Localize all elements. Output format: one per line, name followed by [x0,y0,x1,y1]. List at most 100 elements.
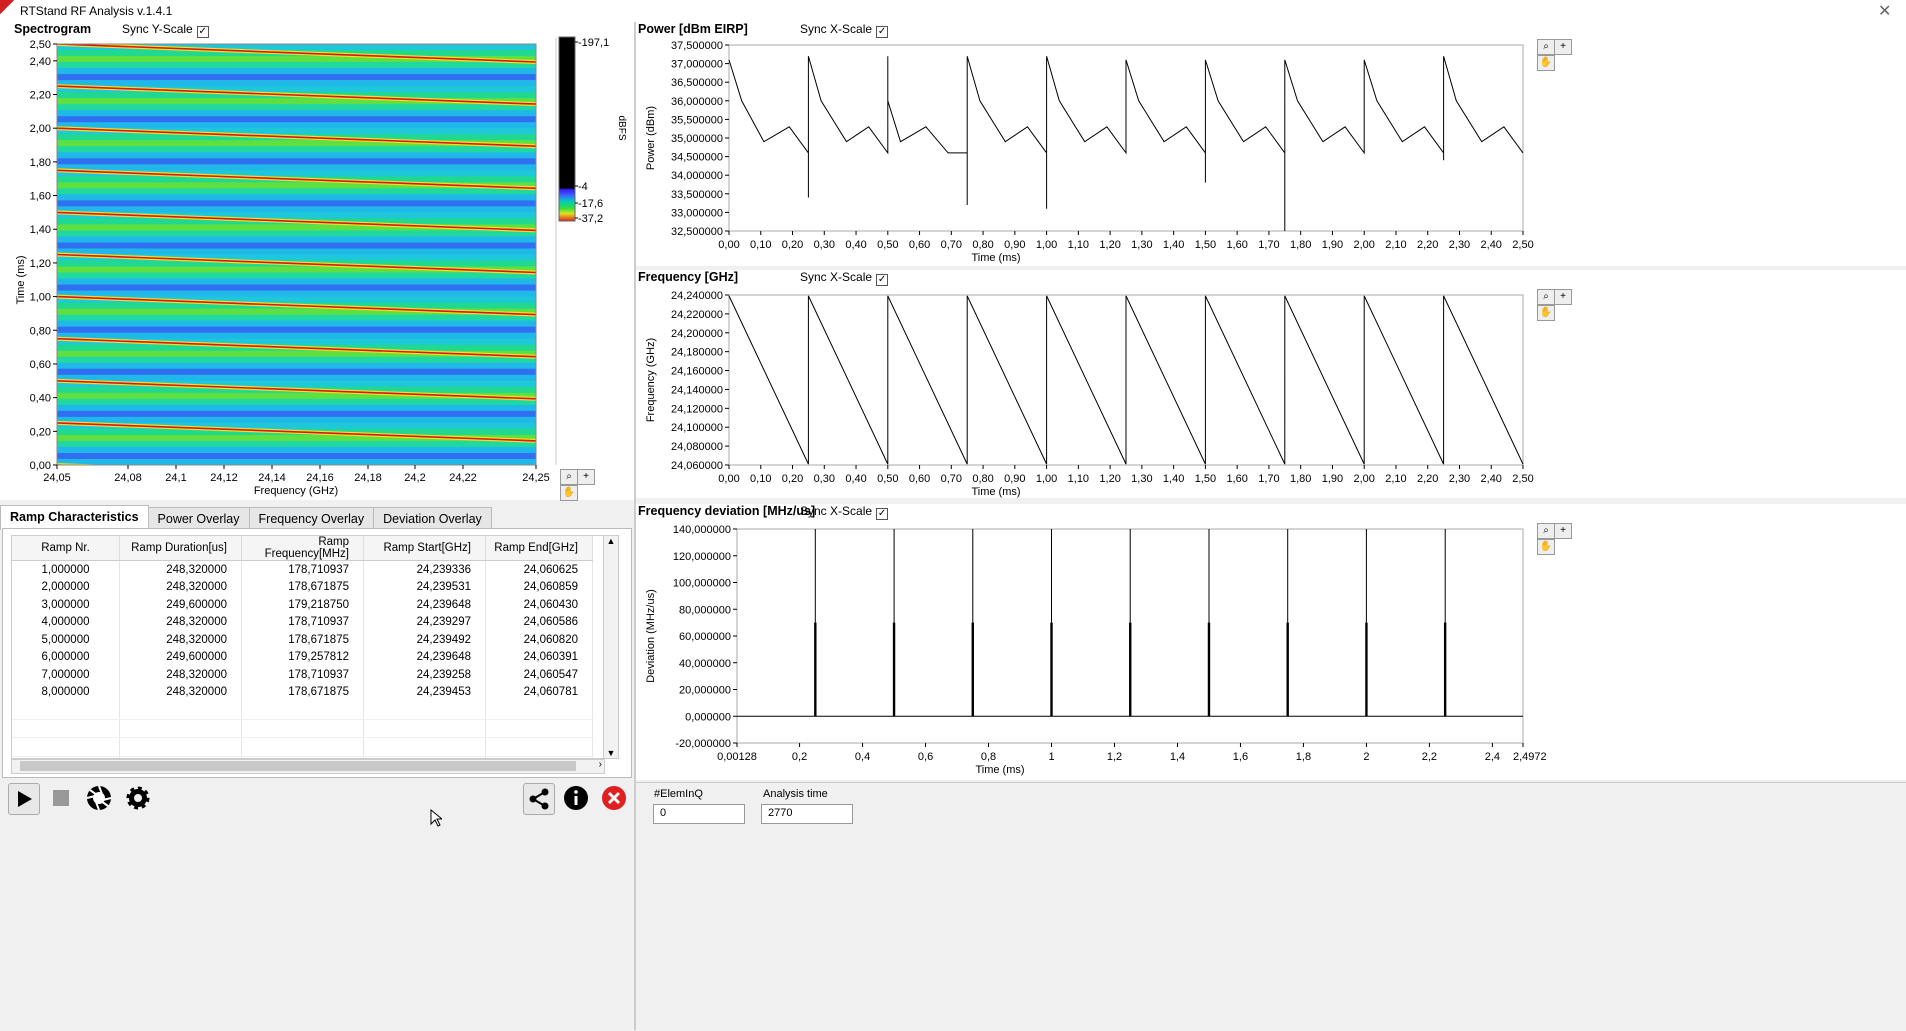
right-charts[interactable]: 37,500000 37,000000 36,500000 36,000000 35,5… [636,22,1906,782]
tab-ramp-characteristics[interactable]: Ramp Characteristics [0,505,149,530]
tab-content: Ramp Nr. Ramp Duration[us] Ramp Frequency[… [2,528,632,778]
horizontal-scroll-thumb[interactable] [20,761,576,771]
spectrogram-ramp [57,337,536,358]
snapshot-button[interactable] [84,783,114,813]
pan-hand-icon[interactable]: ✋ [560,485,578,501]
elem-in-q-field[interactable]: 0 [653,804,745,824]
deviation-ytick: 100,000000 [673,578,731,590]
table-row[interactable]: 5,000000 248,320000 178,671875 24,239492 24,… [12,631,593,649]
frequency-title: Frequency [GHz] [638,270,739,284]
run-button[interactable] [8,783,40,815]
deviation-zoom-icon[interactable]: ⌕ [1537,523,1555,539]
deviation-ytick: 40,000000 [679,658,731,670]
tab-power-overlay[interactable]: Power Overlay [147,507,250,530]
table-cell: 8,000000 [12,683,120,701]
table-row[interactable]: 2,000000 248,320000 178,671875 24,239531 24,… [12,578,593,596]
power-xtick: 0,70 [941,239,962,251]
deviation-ytick: 20,000000 [679,685,731,697]
share-button[interactable] [523,783,555,815]
title-bar: RTStand RF Analysis v.1.4.1 ✕ [0,0,1906,23]
crosshair-tool-icon[interactable]: + [577,469,595,485]
tab-deviation-overlay[interactable]: Deviation Overlay [373,507,492,530]
gear-icon [126,786,150,810]
colorbar [558,36,576,222]
table-cell: 24,060586 [485,613,593,631]
vertical-scrollbar[interactable]: ▲ ▼ [603,535,619,759]
frequency-pan-icon[interactable]: ✋ [1537,305,1555,321]
exit-button[interactable] [599,783,629,813]
horizontal-scrollbar[interactable]: › [11,759,605,774]
deviation-pan-icon[interactable]: ✋ [1537,539,1555,555]
table-header[interactable]: Ramp Frequency[MHz] [241,536,364,561]
tab-frequency-overlay[interactable]: Frequency Overlay [248,507,375,530]
table-row[interactable]: 4,000000 248,320000 178,710937 24,239297 24,… [12,613,593,631]
ramp-table[interactable]: Ramp Nr. Ramp Duration[us] Ramp Frequency[… [12,536,593,758]
power-pan-icon[interactable]: ✋ [1537,55,1555,71]
deviation-xtick: 0,6 [918,751,933,763]
aperture-icon [86,785,112,811]
table-cell: 7,000000 [12,666,120,684]
power-zoom-icon[interactable]: ⌕ [1537,39,1555,55]
table-cell: 24,060820 [485,631,593,649]
deviation-sync-x-checkbox[interactable]: Sync X-Scale ✓ [800,504,889,520]
spectrogram-ytick: 2,20 [30,90,51,102]
zoom-tool-icon[interactable]: ⌕ [560,469,578,485]
stop-button[interactable] [46,783,76,813]
frequency-xtick: 1,30 [1131,473,1152,485]
frequency-xtick: 0,40 [845,473,866,485]
spectrogram-ytick: 0,00 [30,460,51,472]
deviation-crosshair-icon[interactable]: + [1554,523,1572,539]
deviation-trace [737,529,1523,717]
frequency-crosshair-icon[interactable]: + [1554,289,1572,305]
table-cell: 178,671875 [241,631,364,649]
power-xtick: 0,20 [782,239,803,251]
table-header[interactable]: Ramp End[GHz] [485,536,593,561]
frequency-xtick: 0,00 [718,473,739,485]
frequency-ytick: 24,060000 [671,460,723,472]
spectrogram-ramp [57,253,536,274]
table-header[interactable]: Ramp Nr. [12,536,120,561]
scroll-down-icon[interactable]: ▼ [606,748,616,758]
frequency-xtick: 1,10 [1068,473,1089,485]
power-xtick: 2,40 [1481,239,1502,251]
table-cell: 178,710937 [241,560,364,579]
power-sync-x-label: Sync X-Scale [800,22,873,36]
table-row[interactable]: 7,000000 248,320000 178,710937 24,239258 24,… [12,666,593,684]
table-header[interactable]: Ramp Duration[us] [119,536,242,561]
spectrogram-ytick: 0,60 [30,359,51,371]
info-button[interactable] [561,783,591,813]
frequency-sync-x-checkbox[interactable]: Sync X-Scale ✓ [800,270,889,286]
table-row[interactable]: 3,000000 249,600000 179,218750 24,239648 24,… [12,596,593,614]
power-ylabel: Power (dBm) [645,106,657,170]
frequency-xtick: 0,30 [814,473,835,485]
table-cell: 24,060781 [485,683,593,701]
frequency-ytick: 24,220000 [671,309,723,321]
share-icon [529,788,549,810]
power-crosshair-icon[interactable]: + [1554,39,1572,55]
window-close-icon[interactable]: ✕ [1878,3,1892,20]
frequency-xlabel: Time (ms) [971,486,1020,498]
scroll-right-icon[interactable]: › [598,759,602,770]
sync-y-scale-checkbox[interactable]: Sync Y-Scale ✓ [122,22,209,38]
table-cell: 24,060547 [485,666,593,684]
window-title: RTStand RF Analysis v.1.4.1 [20,4,173,18]
table-header[interactable]: Ramp Start[GHz] [363,536,486,561]
table-row[interactable]: 1,000000 248,320000 178,710937 24,239336 24,… [12,560,593,579]
power-sync-x-checkbox[interactable]: Sync X-Scale ✓ [800,22,889,38]
spectrogram-chart[interactable]: 24,05 24,08 24,1 24,12 24,14 24,16 24,18 24,2 24… [0,22,634,500]
scroll-up-icon[interactable]: ▲ [606,536,616,546]
table-row[interactable]: 8,000000 248,320000 178,671875 24,239453 24,… [12,683,593,701]
table-row[interactable]: 6,000000 249,600000 179,257812 24,239648 24,… [12,648,593,666]
settings-button[interactable] [123,783,153,813]
colorbar-label: dBFS [616,115,627,140]
analysis-time-field[interactable]: 2770 [761,804,853,824]
power-xtick: 0,30 [814,239,835,251]
table-cell: 5,000000 [12,631,120,649]
deviation-xlabel: Time (ms) [975,764,1024,776]
table-cell: 4,000000 [12,613,120,631]
mouse-cursor-icon [430,809,442,827]
deviation-xtick: 1,8 [1296,751,1311,763]
table-cell: 249,600000 [119,596,242,614]
table-cell: 24,239648 [363,648,486,666]
frequency-zoom-icon[interactable]: ⌕ [1537,289,1555,305]
